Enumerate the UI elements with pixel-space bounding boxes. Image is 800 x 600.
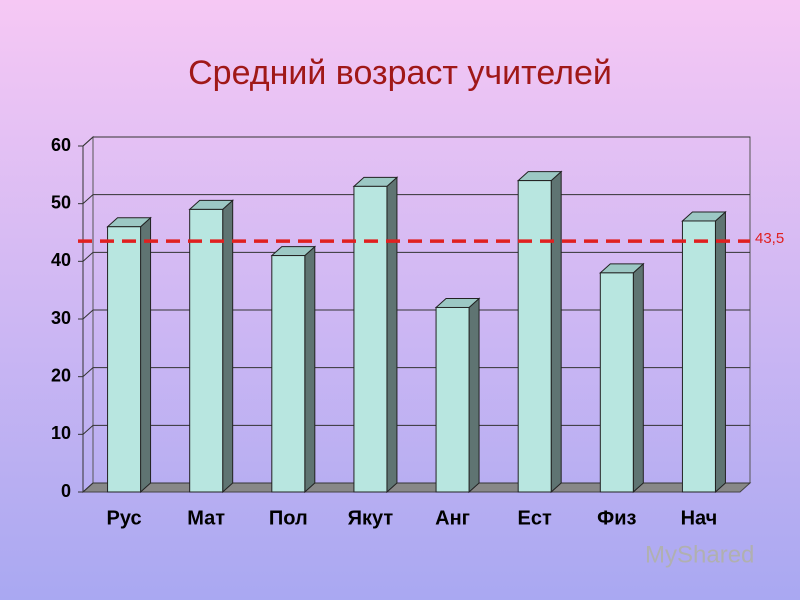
- x-tick-label: Пол: [269, 507, 308, 529]
- y-tick-label: 30: [51, 308, 71, 328]
- bar-side: [714, 210, 726, 494]
- bar-side: [304, 245, 316, 494]
- bar-side: [550, 170, 562, 494]
- x-tick-label: Рус: [107, 507, 142, 529]
- y-tick-label: 10: [51, 423, 71, 443]
- bar-front: [599, 272, 634, 493]
- bar-front: [271, 255, 306, 493]
- bar: [352, 176, 399, 494]
- bar: [516, 170, 563, 494]
- x-tick-label: Ест: [518, 507, 552, 529]
- floor: [81, 482, 752, 493]
- x-tick-label: Анг: [435, 507, 470, 529]
- bar: [599, 262, 645, 494]
- bar-side: [222, 199, 234, 494]
- reference-label: 43,5: [755, 230, 784, 247]
- bar-front: [681, 220, 716, 493]
- bar-front: [107, 226, 142, 493]
- bar: [106, 216, 152, 494]
- bar: [270, 245, 317, 494]
- x-tick-label: Якут: [348, 507, 394, 529]
- bar-front: [517, 180, 552, 493]
- bar-side: [632, 262, 644, 494]
- watermark: MyShared: [645, 541, 754, 568]
- bar: [434, 297, 481, 494]
- bar-side: [386, 176, 398, 494]
- bar-front: [189, 208, 224, 493]
- bar-front: [435, 306, 470, 493]
- y-tick-label: 20: [51, 365, 71, 385]
- bar: [681, 210, 727, 494]
- plot-area: 0 10 20 30 40 50 60 Рус Мат Пол Якут Анг Ест Физ Нач 43…: [51, 135, 784, 530]
- x-tick-label: Физ: [597, 507, 636, 529]
- y-tick-label: 50: [51, 192, 71, 212]
- x-tick-label: Мат: [187, 507, 225, 529]
- bar: [188, 199, 234, 494]
- bar-front: [353, 185, 388, 493]
- y-tick-label: 0: [61, 481, 71, 501]
- y-tick-label: 40: [51, 250, 71, 270]
- x-tick-label: Нач: [681, 507, 718, 529]
- bar-side: [468, 297, 480, 494]
- bar-side: [140, 216, 152, 494]
- y-tick-label: 60: [51, 135, 71, 155]
- chart-title: Средний возраст учителей: [188, 54, 612, 92]
- grid-line: [82, 136, 750, 147]
